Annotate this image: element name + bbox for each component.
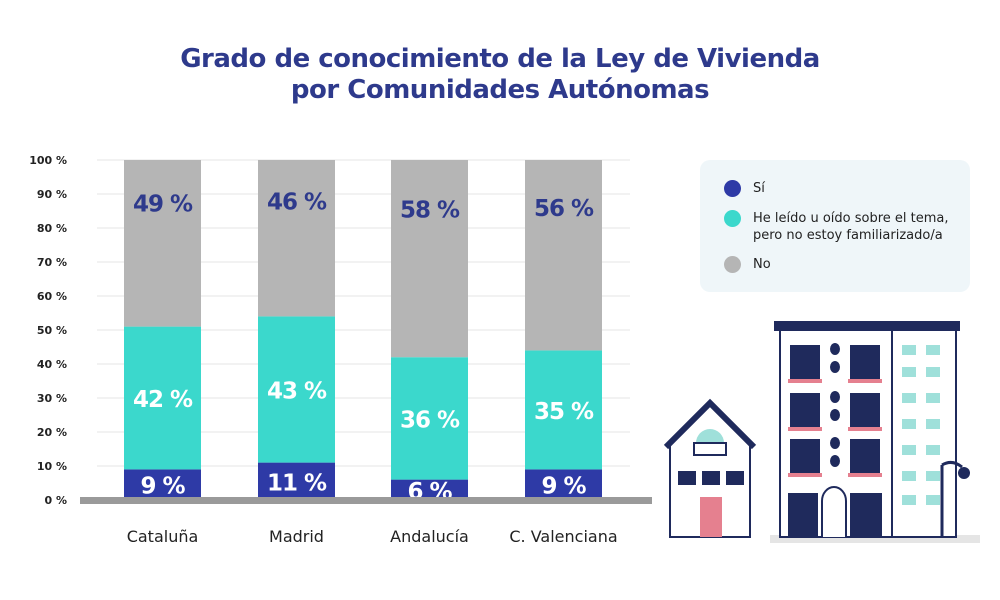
- legend: Sí He leído u oído sobre el tema, pero n…: [700, 160, 970, 292]
- data-label: 11 %: [267, 470, 327, 496]
- data-label: 36 %: [400, 407, 460, 433]
- bar-segment: [391, 479, 468, 500]
- x-tick-label: C. Valenciana: [509, 527, 617, 546]
- y-tick-label: 0 %: [44, 494, 67, 507]
- y-tick-label: 80 %: [37, 222, 67, 235]
- y-tick-label: 60 %: [37, 290, 67, 303]
- data-label: 9 %: [140, 474, 185, 500]
- y-tick-label: 70 %: [37, 256, 67, 269]
- bar-segment: [124, 326, 201, 470]
- x-axis-baseline: [80, 497, 652, 504]
- x-tick-label: Madrid: [269, 527, 324, 546]
- data-label: 9 %: [541, 474, 586, 500]
- y-tick-label: 20 %: [37, 426, 67, 439]
- legend-label-line: pero no estoy familiarizado/a: [753, 228, 943, 243]
- bar-segment: [525, 160, 602, 351]
- bar-segment: [525, 350, 602, 470]
- bar-segment: [258, 462, 335, 500]
- data-label: 58 %: [400, 197, 460, 223]
- data-label: 46 %: [267, 189, 327, 215]
- bar-segment: [258, 316, 335, 463]
- bar-segment: [258, 160, 335, 317]
- y-tick-label: 10 %: [37, 460, 67, 473]
- title-line-1: Grado de conocimiento de la Ley de Vivie…: [180, 44, 820, 74]
- data-label: 43 %: [267, 379, 327, 405]
- y-tick-label: 90 %: [37, 188, 67, 201]
- x-tick-label: Andalucía: [390, 527, 469, 546]
- bar-segment: [391, 160, 468, 358]
- y-tick-label: 30 %: [37, 392, 67, 405]
- legend-label-familiar: He leído u oído sobre el tema, pero no e…: [753, 210, 949, 244]
- legend-label-line: He leído u oído sobre el tema,: [753, 211, 949, 226]
- y-tick-label: 100 %: [29, 154, 67, 167]
- bar-segment: [391, 357, 468, 480]
- bar-segment: [525, 469, 602, 500]
- legend-label-si: Sí: [753, 181, 765, 196]
- chart-title: Grado de conocimiento de la Ley de Vivie…: [0, 44, 1000, 106]
- legend-label-no: No: [753, 257, 771, 272]
- data-label: 42 %: [133, 387, 193, 413]
- x-tick-label: Cataluña: [127, 527, 199, 546]
- buildings-illustration: [663, 321, 980, 543]
- bar-segment: [124, 469, 201, 500]
- data-label: 49 %: [133, 191, 193, 217]
- legend-swatch-no: [724, 256, 741, 273]
- legend-swatch-si: [724, 180, 741, 197]
- y-tick-label: 50 %: [37, 324, 67, 337]
- data-label: 56 %: [534, 196, 594, 222]
- bar-segment: [124, 160, 201, 327]
- data-label: 35 %: [534, 399, 594, 425]
- title-line-2: por Comunidades Autónomas: [290, 75, 710, 105]
- legend-swatch-familiar: [724, 210, 741, 227]
- y-tick-label: 40 %: [37, 358, 67, 371]
